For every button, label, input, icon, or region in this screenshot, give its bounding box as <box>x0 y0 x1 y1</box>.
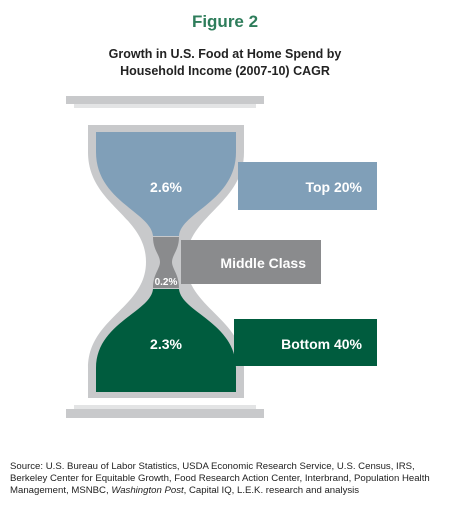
category-label-top: Top 20% <box>305 179 362 195</box>
value-label-top: 2.6% <box>150 179 182 195</box>
category-label-middle: Middle Class <box>220 255 306 271</box>
hourglass-segment-bottom <box>96 289 236 392</box>
source-text: Source: U.S. Bureau of Labor Statistics,… <box>10 461 430 496</box>
category-label-bottom: Bottom 40% <box>281 336 362 352</box>
source-note: Source: U.S. Bureau of Labor Statistics,… <box>10 461 442 497</box>
hourglass-top-plate <box>66 96 264 104</box>
source-text-end: , Capital IQ, L.E.K. research and analys… <box>183 485 360 496</box>
label-bar-bottom <box>234 319 377 366</box>
hourglass-bottom-plate <box>66 409 264 418</box>
chart-title-line-1: Growth in U.S. Food at Home Spend by <box>108 47 342 61</box>
hourglass-top-rim <box>74 104 256 108</box>
hourglass-segment-middle <box>153 237 179 288</box>
chart-title-line-2: Household Income (2007-10) CAGR <box>120 64 330 78</box>
hourglass-segment-top <box>96 132 236 236</box>
value-label-bottom: 2.3% <box>150 336 182 352</box>
value-label-middle: 0.2% <box>155 277 178 288</box>
label-bar-top <box>238 162 377 210</box>
source-italic: Washington Post <box>111 485 184 496</box>
hourglass-bottom-rim <box>74 405 256 409</box>
hourglass-chart: Top 20% 2.6% Middle Class 0.2% Bottom 40% 2.3… <box>66 96 377 418</box>
figure-label: Figure 2 <box>191 12 259 31</box>
label-bar-middle <box>181 240 321 284</box>
